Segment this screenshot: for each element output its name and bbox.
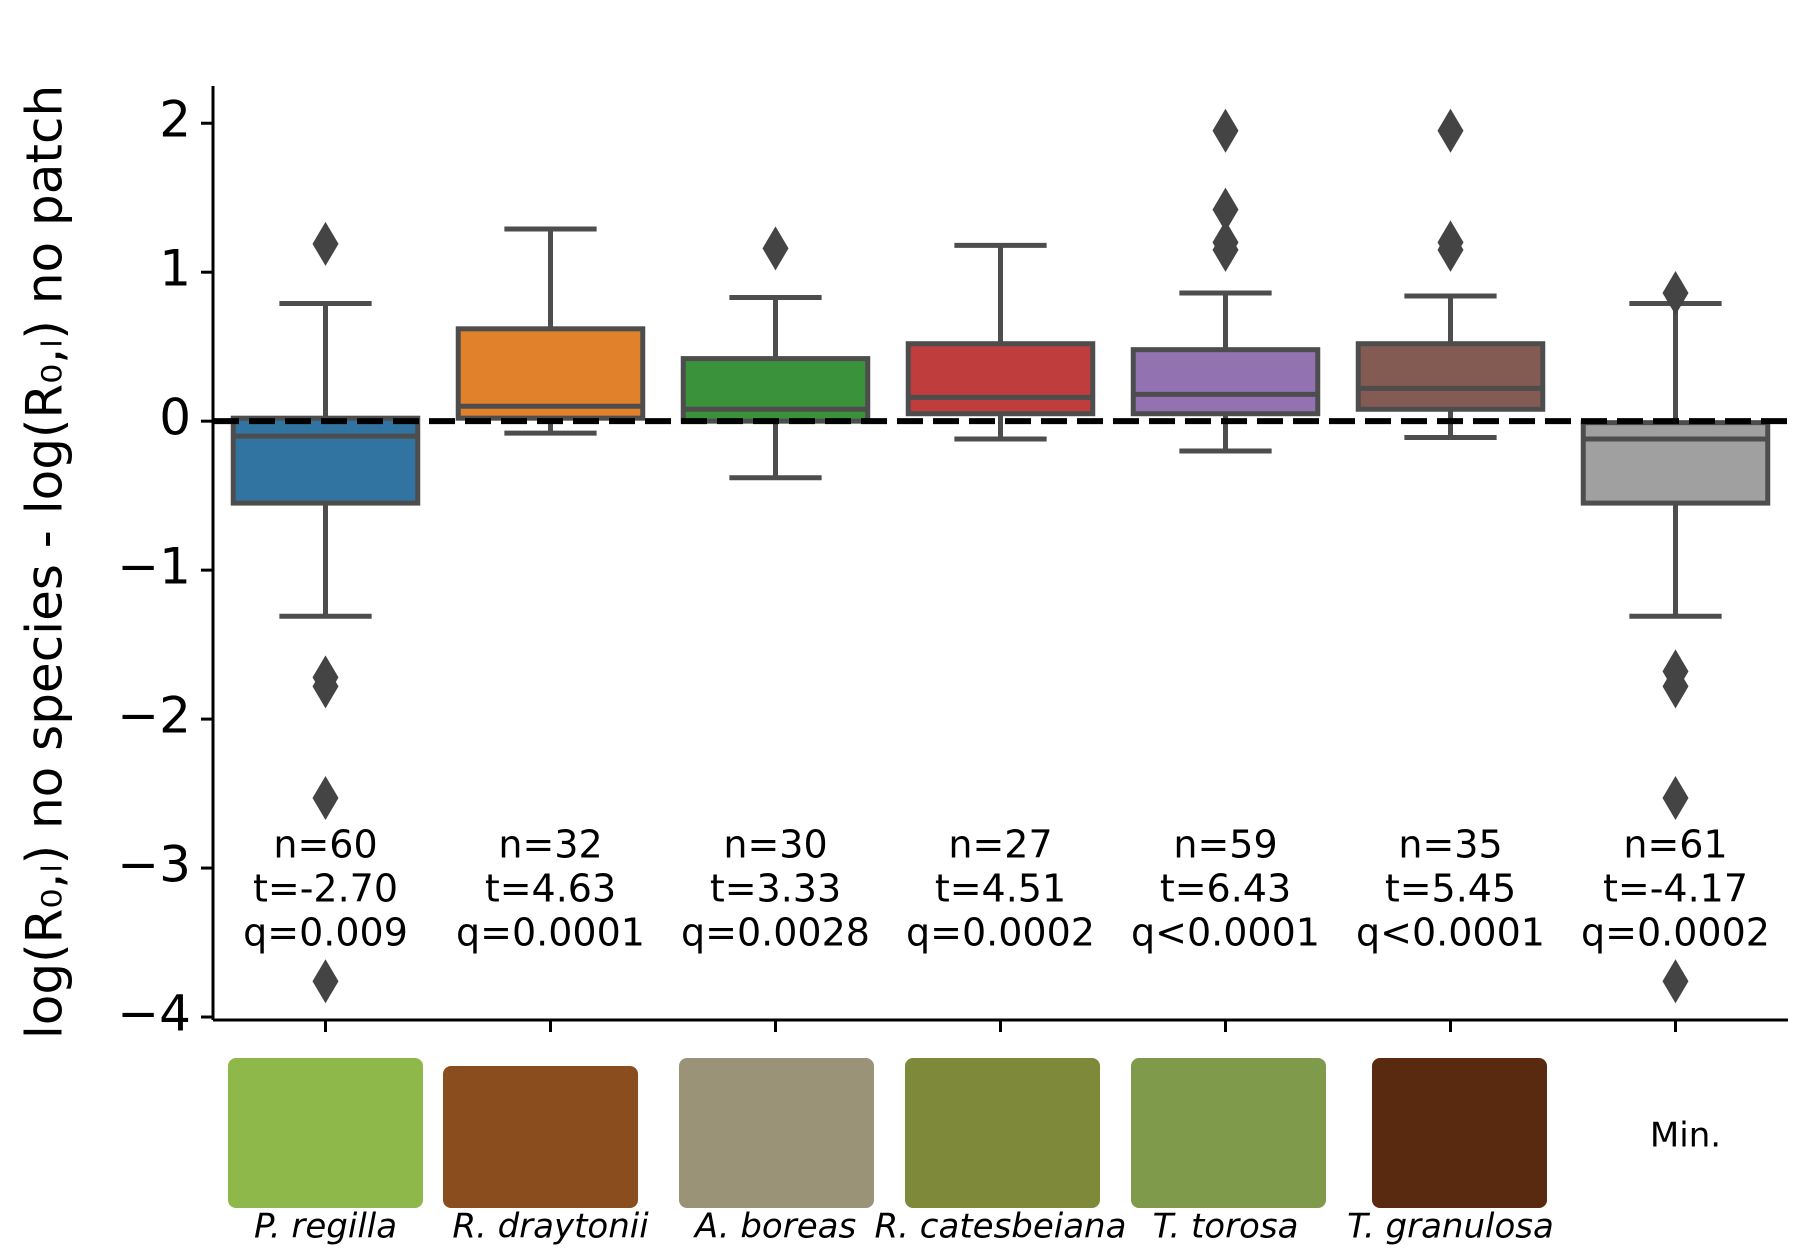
flier [1212,187,1239,232]
y-axis-label: log(R₀,ₗ) no species - log(R₀,ₗ) no patc… [16,85,74,1039]
y-tick-label: −4 [117,985,191,1043]
flier [1212,108,1239,153]
photo [905,1058,1100,1208]
annotation: n=59 [1173,823,1277,867]
annotation: n=30 [723,823,827,867]
box [1355,341,1546,412]
photo [1372,1058,1547,1208]
annotation: q<0.0001 [1131,911,1320,955]
photo [443,1066,638,1208]
annotation: q=0.0002 [906,911,1095,955]
annotation: q=0.0001 [456,911,645,955]
x-tick-label: A. boreas [693,1207,856,1247]
photo [1131,1058,1326,1208]
flier [312,221,339,266]
x-tick-label: P. regilla [254,1207,397,1247]
box [1580,420,1771,506]
y-tick-label: 1 [159,240,191,298]
flier [1662,776,1689,821]
flier [1662,959,1689,1004]
photo [679,1058,874,1208]
flier [762,226,789,271]
x-tick-label: Min. [1650,1116,1721,1156]
y-tick-label: −1 [117,538,191,596]
box [905,341,1096,417]
box [230,415,421,506]
x-tick-label: T. granulosa [1347,1207,1554,1247]
annotation: t=4.63 [485,867,616,911]
x-tick-label: R. catesbeiana [875,1207,1127,1247]
flier [312,959,339,1004]
annotation: n=27 [948,823,1052,867]
annotation: n=32 [498,823,602,867]
flier [1212,227,1239,272]
annotation: n=35 [1398,823,1502,867]
y-tick-label: 0 [159,389,191,447]
annotation: t=3.33 [710,867,841,911]
box [1130,347,1321,417]
annotation: n=61 [1623,823,1727,867]
photos [228,1058,1547,1208]
y-tick-label: −2 [117,687,191,745]
annotation: q<0.0001 [1356,911,1545,955]
x-tick-label: T. torosa [1153,1207,1299,1247]
annotation: t=5.45 [1385,867,1516,911]
flier [312,664,339,709]
box [680,356,871,424]
annotation: t=6.43 [1160,867,1291,911]
flier [1662,271,1689,316]
annotation: q=0.009 [243,911,408,955]
flier [1437,108,1464,153]
x-tick-label: R. draytonii [452,1207,649,1247]
flier [1662,664,1689,709]
flier [312,776,339,821]
flier [1437,227,1464,272]
y-tick-label: −3 [117,836,191,894]
box [455,326,646,421]
annotation: n=60 [273,823,377,867]
y-tick-label: 2 [159,91,191,149]
annotation: t=-4.17 [1603,867,1748,911]
annotation: q=0.0028 [681,911,870,955]
photo [228,1058,423,1208]
annotation: t=4.51 [935,867,1066,911]
annotation: t=-2.70 [253,867,398,911]
annotation: q=0.0002 [1581,911,1770,955]
